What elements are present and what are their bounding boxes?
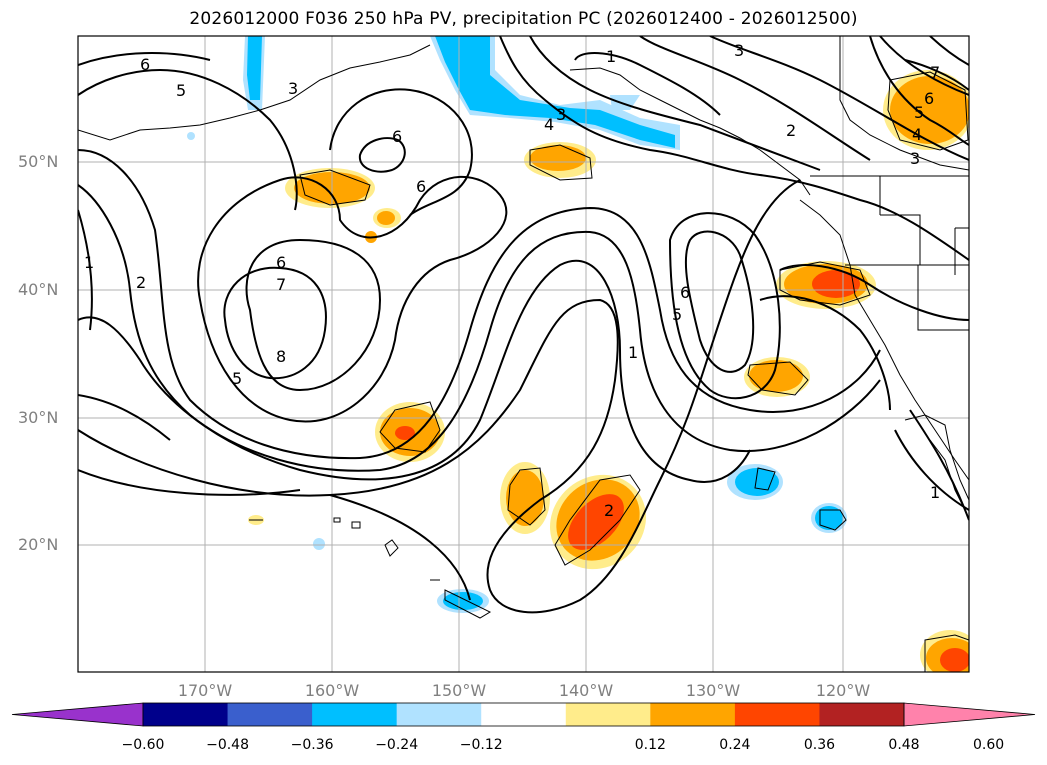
colorbar bbox=[11, 702, 1036, 727]
colorbar-tick-label: 0.24 bbox=[719, 737, 751, 753]
coastlines bbox=[78, 36, 969, 672]
colorbar-extend-high bbox=[903, 702, 1036, 727]
precip-shading-negative bbox=[187, 36, 847, 613]
contour-label-5d: 5 bbox=[914, 103, 924, 122]
colorbar-tick-label: −0.36 bbox=[290, 737, 334, 753]
contour-label-2a: 2 bbox=[136, 273, 146, 292]
contour-label-1b: 1 bbox=[606, 47, 616, 66]
contour-labels: 6 5 3 6 6 6 7 8 5 2 1 3 4 1 3 2 6 5 1 2 … bbox=[84, 41, 940, 520]
contour-label-4b: 4 bbox=[912, 125, 922, 144]
pv-contours bbox=[78, 36, 969, 614]
colorbar-frame bbox=[142, 702, 905, 727]
colorbar-box bbox=[481, 703, 567, 726]
colorbar-tick-label: −0.24 bbox=[375, 737, 419, 753]
contour-label-6c: 6 bbox=[416, 177, 426, 196]
lon-label-120w: 120°W bbox=[815, 681, 871, 700]
lon-label-140w: 140°W bbox=[558, 681, 614, 700]
colorbar-tick-label: 0.12 bbox=[634, 737, 666, 753]
contour-label-3c: 3 bbox=[734, 41, 744, 60]
colorbar-tick-label: 0.36 bbox=[803, 737, 836, 753]
contour-label-7b: 7 bbox=[930, 63, 940, 82]
contour-label-1d: 1 bbox=[930, 483, 940, 502]
colorbar-box bbox=[565, 703, 651, 726]
colorbar-tick-label: 0.48 bbox=[888, 737, 920, 753]
contour-label-6a: 6 bbox=[140, 55, 150, 74]
lon-label-130w: 130°W bbox=[685, 681, 741, 700]
contour-label-5c: 5 bbox=[672, 305, 682, 324]
colorbar-tick-label: −0.48 bbox=[206, 737, 249, 753]
colorbar-box bbox=[227, 703, 313, 726]
colorbar-tick-label: −0.12 bbox=[459, 737, 503, 753]
contour-label-1a: 1 bbox=[84, 253, 94, 272]
plot-area bbox=[78, 36, 969, 672]
colorbar-extend-low bbox=[11, 702, 144, 727]
contour-label-6d: 6 bbox=[276, 253, 286, 272]
contour-label-3d: 3 bbox=[910, 149, 920, 168]
lat-label-20n: 20°N bbox=[18, 535, 59, 554]
contour-label-5b: 5 bbox=[232, 369, 242, 388]
lon-label-160w: 160°W bbox=[304, 681, 360, 700]
lat-label-30n: 30°N bbox=[18, 408, 59, 427]
lat-label-50n: 50°N bbox=[18, 152, 59, 171]
contour-label-6b: 6 bbox=[392, 127, 402, 146]
colorbar-box bbox=[396, 703, 482, 726]
contour-label-2b: 2 bbox=[786, 121, 796, 140]
colorbar-box bbox=[312, 703, 398, 726]
lat-label-40n: 40°N bbox=[18, 280, 59, 299]
colorbar-tick-label: −0.60 bbox=[121, 737, 165, 753]
contour-label-3a: 3 bbox=[288, 79, 298, 98]
colorbar-box bbox=[819, 703, 905, 726]
contour-label-6f: 6 bbox=[924, 89, 934, 108]
colorbar-tick-label: 0.60 bbox=[972, 737, 1005, 753]
contour-label-3b: 3 bbox=[556, 105, 566, 124]
contour-label-7a: 7 bbox=[276, 275, 286, 294]
lon-label-150w: 150°W bbox=[431, 681, 487, 700]
colorbar-box bbox=[143, 703, 229, 726]
contour-label-5a: 5 bbox=[176, 81, 186, 100]
plot-frame bbox=[77, 35, 970, 673]
lon-label-170w: 170°W bbox=[177, 681, 233, 700]
contour-label-6e: 6 bbox=[680, 283, 690, 302]
colorbar-box bbox=[650, 703, 736, 726]
contour-label-4a: 4 bbox=[544, 115, 554, 134]
colorbar-box bbox=[734, 703, 820, 726]
map-title: 2026012000 F036 250 hPa PV, precipitatio… bbox=[189, 9, 858, 29]
contour-label-2c: 2 bbox=[604, 501, 614, 520]
contour-label-8a: 8 bbox=[276, 347, 286, 366]
contour-label-1c: 1 bbox=[628, 343, 638, 362]
